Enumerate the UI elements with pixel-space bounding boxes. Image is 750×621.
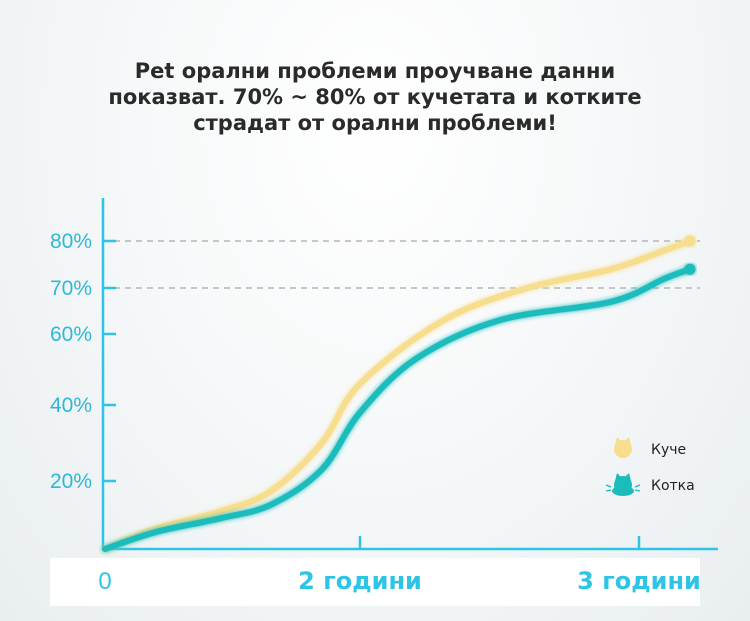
y-tick-label: 40%: [50, 394, 92, 417]
series-line-dog: [102, 238, 693, 552]
series-endpoint-cat: [684, 263, 696, 275]
y-tick-label: 20%: [50, 470, 92, 493]
cat-icon: [605, 473, 641, 496]
y-tick-label: 80%: [50, 230, 92, 253]
icon-body: [612, 486, 634, 496]
series-line-cat: [102, 266, 693, 552]
icon-ear-right: [624, 437, 631, 445]
x-tick-label: 3 години: [577, 567, 701, 595]
chart-title: Pet орални проблеми проучване данни пока…: [0, 58, 750, 136]
legend-label: Котка: [651, 478, 695, 494]
icon-ear-left: [615, 473, 622, 481]
y-tick-label: 60%: [50, 323, 92, 346]
icon-head: [614, 440, 632, 458]
dog-icon: [614, 437, 632, 458]
x-axis-label-band: [50, 558, 700, 606]
title-line-2: показват. 70% ~ 80% от кучетата и коткит…: [108, 85, 642, 109]
icon-whiskers: [605, 484, 641, 492]
icon-ear-right: [624, 473, 631, 481]
y-tick-label: 70%: [50, 277, 92, 300]
legend-label: Куче: [651, 442, 686, 458]
x-tick-label: 2 години: [298, 567, 422, 595]
x-tick-label: 0: [98, 568, 111, 595]
title-line-3: страдат от орални проблеми!: [193, 111, 557, 135]
title-line-1: Pet орални проблеми проучване данни: [134, 59, 616, 83]
series-endpoint-dog: [684, 235, 696, 247]
icon-ear-left: [615, 437, 622, 445]
